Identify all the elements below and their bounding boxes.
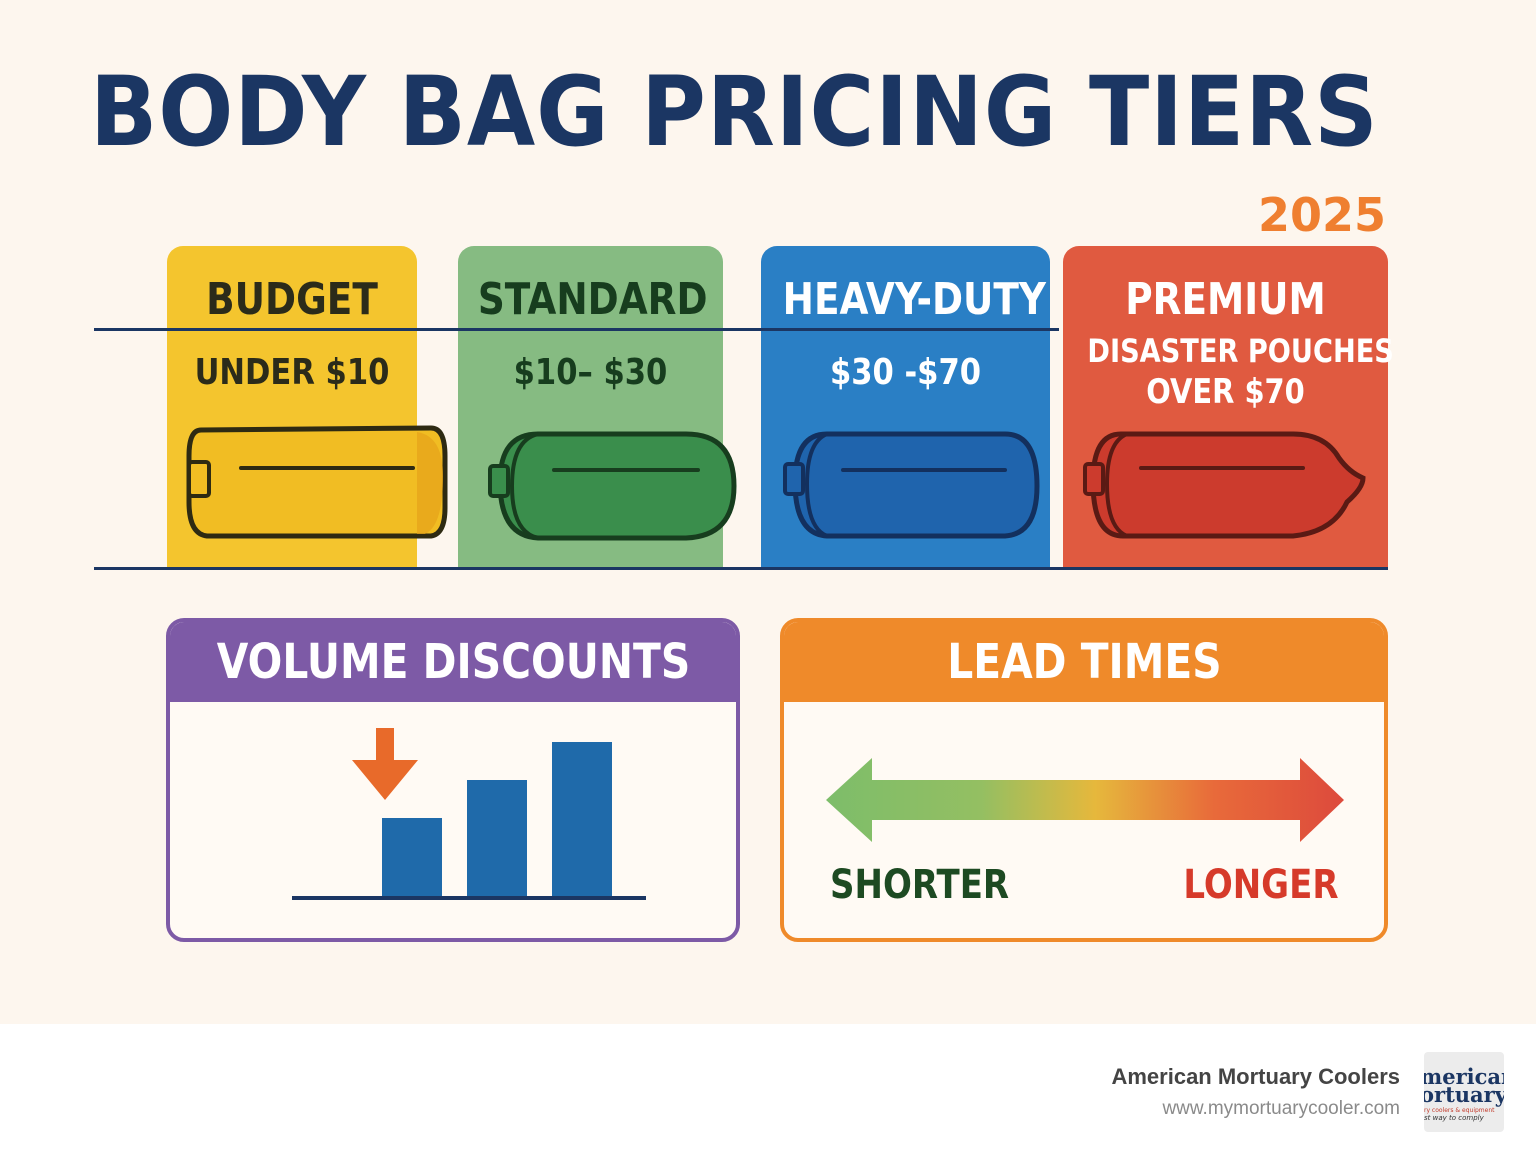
volume-discounts-panel: VOLUME DISCOUNTS xyxy=(166,618,740,942)
tier-standard: STANDARD $10– $30 xyxy=(458,246,737,568)
tier-price: UNDER $10 xyxy=(194,352,390,393)
year-label: 2025 xyxy=(1257,188,1386,242)
body-bag-icon xyxy=(783,431,1040,539)
tier-heavy-duty: HEAVY-DUTY $30 -$70 xyxy=(761,246,1050,568)
lead-times-title: LEAD TIMES xyxy=(946,634,1222,690)
tier-name: STANDARD xyxy=(477,274,708,325)
tier-price: $30 -$70 xyxy=(829,352,982,393)
logo-line-3: ry coolers & equipment xyxy=(1424,1107,1495,1114)
bar-large xyxy=(552,742,612,898)
tier-name: HEAVY-DUTY xyxy=(782,274,1047,325)
page-title: BODY BAG PRICING TIERS xyxy=(90,56,1379,168)
longer-label: LONGER xyxy=(1182,862,1338,908)
divider-top xyxy=(94,328,1059,331)
shorter-label: SHORTER xyxy=(830,862,1010,908)
volume-discounts-chart xyxy=(292,728,646,900)
volume-discounts-header: VOLUME DISCOUNTS xyxy=(170,622,736,702)
company-name: American Mortuary Coolers xyxy=(1111,1064,1400,1089)
company-logo: merican ortuary ry coolers & equipment s… xyxy=(1424,1052,1504,1132)
bar-medium xyxy=(467,780,527,898)
tier-budget: BUDGET UNDER $10 xyxy=(167,246,448,568)
logo-line-4: st way to comply xyxy=(1424,1114,1485,1122)
company-url[interactable]: www.mymortuarycooler.com xyxy=(1162,1098,1400,1119)
body-bag-icon xyxy=(186,425,448,539)
logo-line-2: ortuary xyxy=(1424,1082,1504,1107)
volume-discounts-title: VOLUME DISCOUNTS xyxy=(216,634,690,690)
bar-small xyxy=(382,818,442,898)
tier-premium: PREMIUM DISASTER POUCHES OVER $70 xyxy=(1063,246,1394,568)
lead-times-header: LEAD TIMES xyxy=(784,622,1384,702)
body-bag-icon xyxy=(1083,431,1366,539)
logo-line-1: merican xyxy=(1424,1064,1504,1089)
lead-times-panel: LEAD TIMES SHORTER LONGER xyxy=(780,618,1388,942)
down-arrow-icon xyxy=(352,728,418,800)
tier-price: DISASTER POUCHES xyxy=(1087,332,1394,370)
lead-time-arrow xyxy=(826,758,1344,842)
tier-name: BUDGET xyxy=(206,274,378,325)
logo-image: merican ortuary ry coolers & equipment s… xyxy=(1424,1064,1504,1122)
divider-bottom xyxy=(94,567,1388,570)
tier-price-secondary: OVER $70 xyxy=(1146,372,1305,412)
infographic-canvas: BODY BAG PRICING TIERS 2025 BUDGET UNDER… xyxy=(0,0,1536,1024)
body-bag-icon xyxy=(488,431,737,541)
tier-price: $10– $30 xyxy=(513,352,668,393)
tier-name: PREMIUM xyxy=(1125,274,1326,325)
double-arrow-icon xyxy=(826,758,1344,842)
